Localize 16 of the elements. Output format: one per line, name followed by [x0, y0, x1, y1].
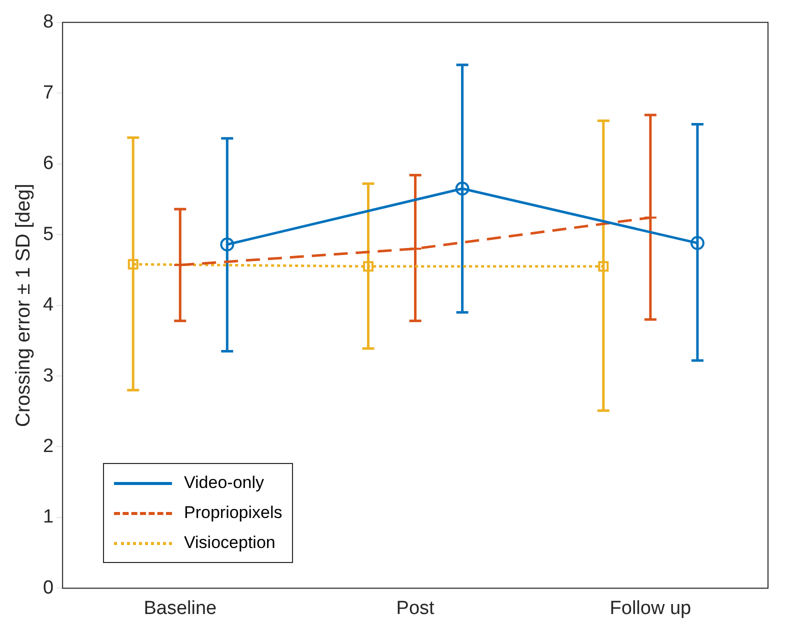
legend-label: Video-only: [184, 473, 264, 493]
y-tick-label: 3: [42, 365, 54, 386]
y-axis-title: Crossing error ± 1 SD [deg]: [12, 184, 35, 427]
y-tick-label: 6: [42, 153, 54, 174]
y-tick-label: 7: [42, 82, 54, 104]
y-tick-label: 8: [42, 12, 54, 33]
legend-label: Visioception: [184, 533, 276, 553]
y-tick-label: 1: [42, 506, 54, 528]
x-tick-label: Post: [396, 598, 436, 619]
y-tick-label: 2: [42, 436, 54, 457]
y-tick-label: 5: [42, 224, 54, 245]
legend-label: Propriopixels: [184, 503, 282, 523]
x-tick-label: Baseline: [144, 598, 217, 619]
y-tick-label: 0: [42, 577, 54, 598]
x-tick-label: Follow up: [610, 598, 692, 619]
y-tick-label: 4: [42, 294, 54, 316]
